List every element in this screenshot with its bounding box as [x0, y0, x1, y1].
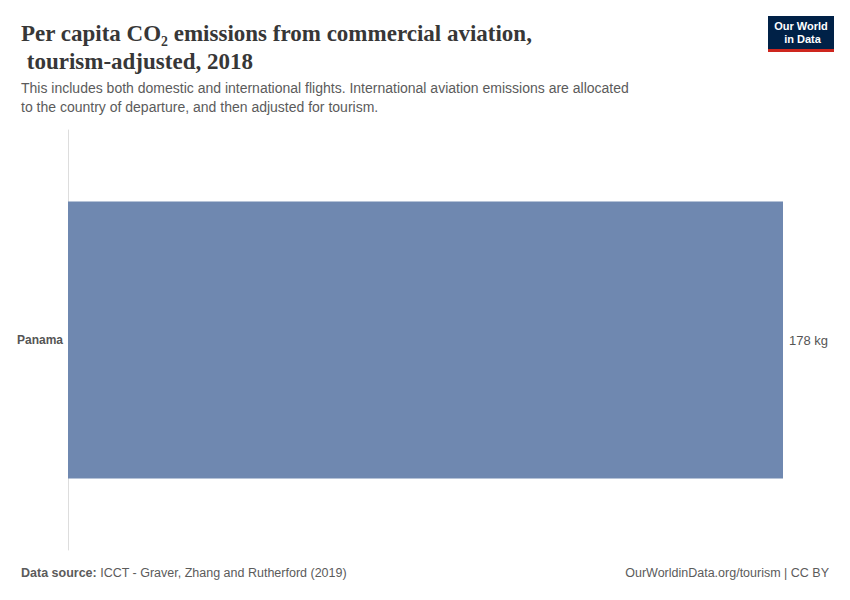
- svg-text:Panama: Panama: [17, 333, 63, 347]
- svg-text:Per capita CO₂ emissions from: Per capita CO₂ emissions from commercial…: [21, 21, 532, 46]
- svg-text:in Data: in Data: [781, 33, 822, 45]
- svg-text:tourism-adjusted, 2018: tourism-adjusted, 2018: [21, 49, 253, 74]
- svg-text:to the country of departure, a: to the country of departure, and then ad…: [21, 99, 378, 115]
- svg-text:Data source:: Data source:: [21, 566, 97, 580]
- svg-text:ICCT - Graver, Zhang and Ruthe: ICCT - Graver, Zhang and Rutherford (201…: [97, 566, 347, 580]
- svg-text:Our World: Our World: [774, 20, 828, 32]
- svg-text:This includes both domestic an: This includes both domestic and internat…: [21, 80, 633, 96]
- svg-text:178 kg: 178 kg: [789, 333, 828, 348]
- svg-text:OurWorldinData.org/tourism | C: OurWorldinData.org/tourism | CC BY: [625, 566, 829, 580]
